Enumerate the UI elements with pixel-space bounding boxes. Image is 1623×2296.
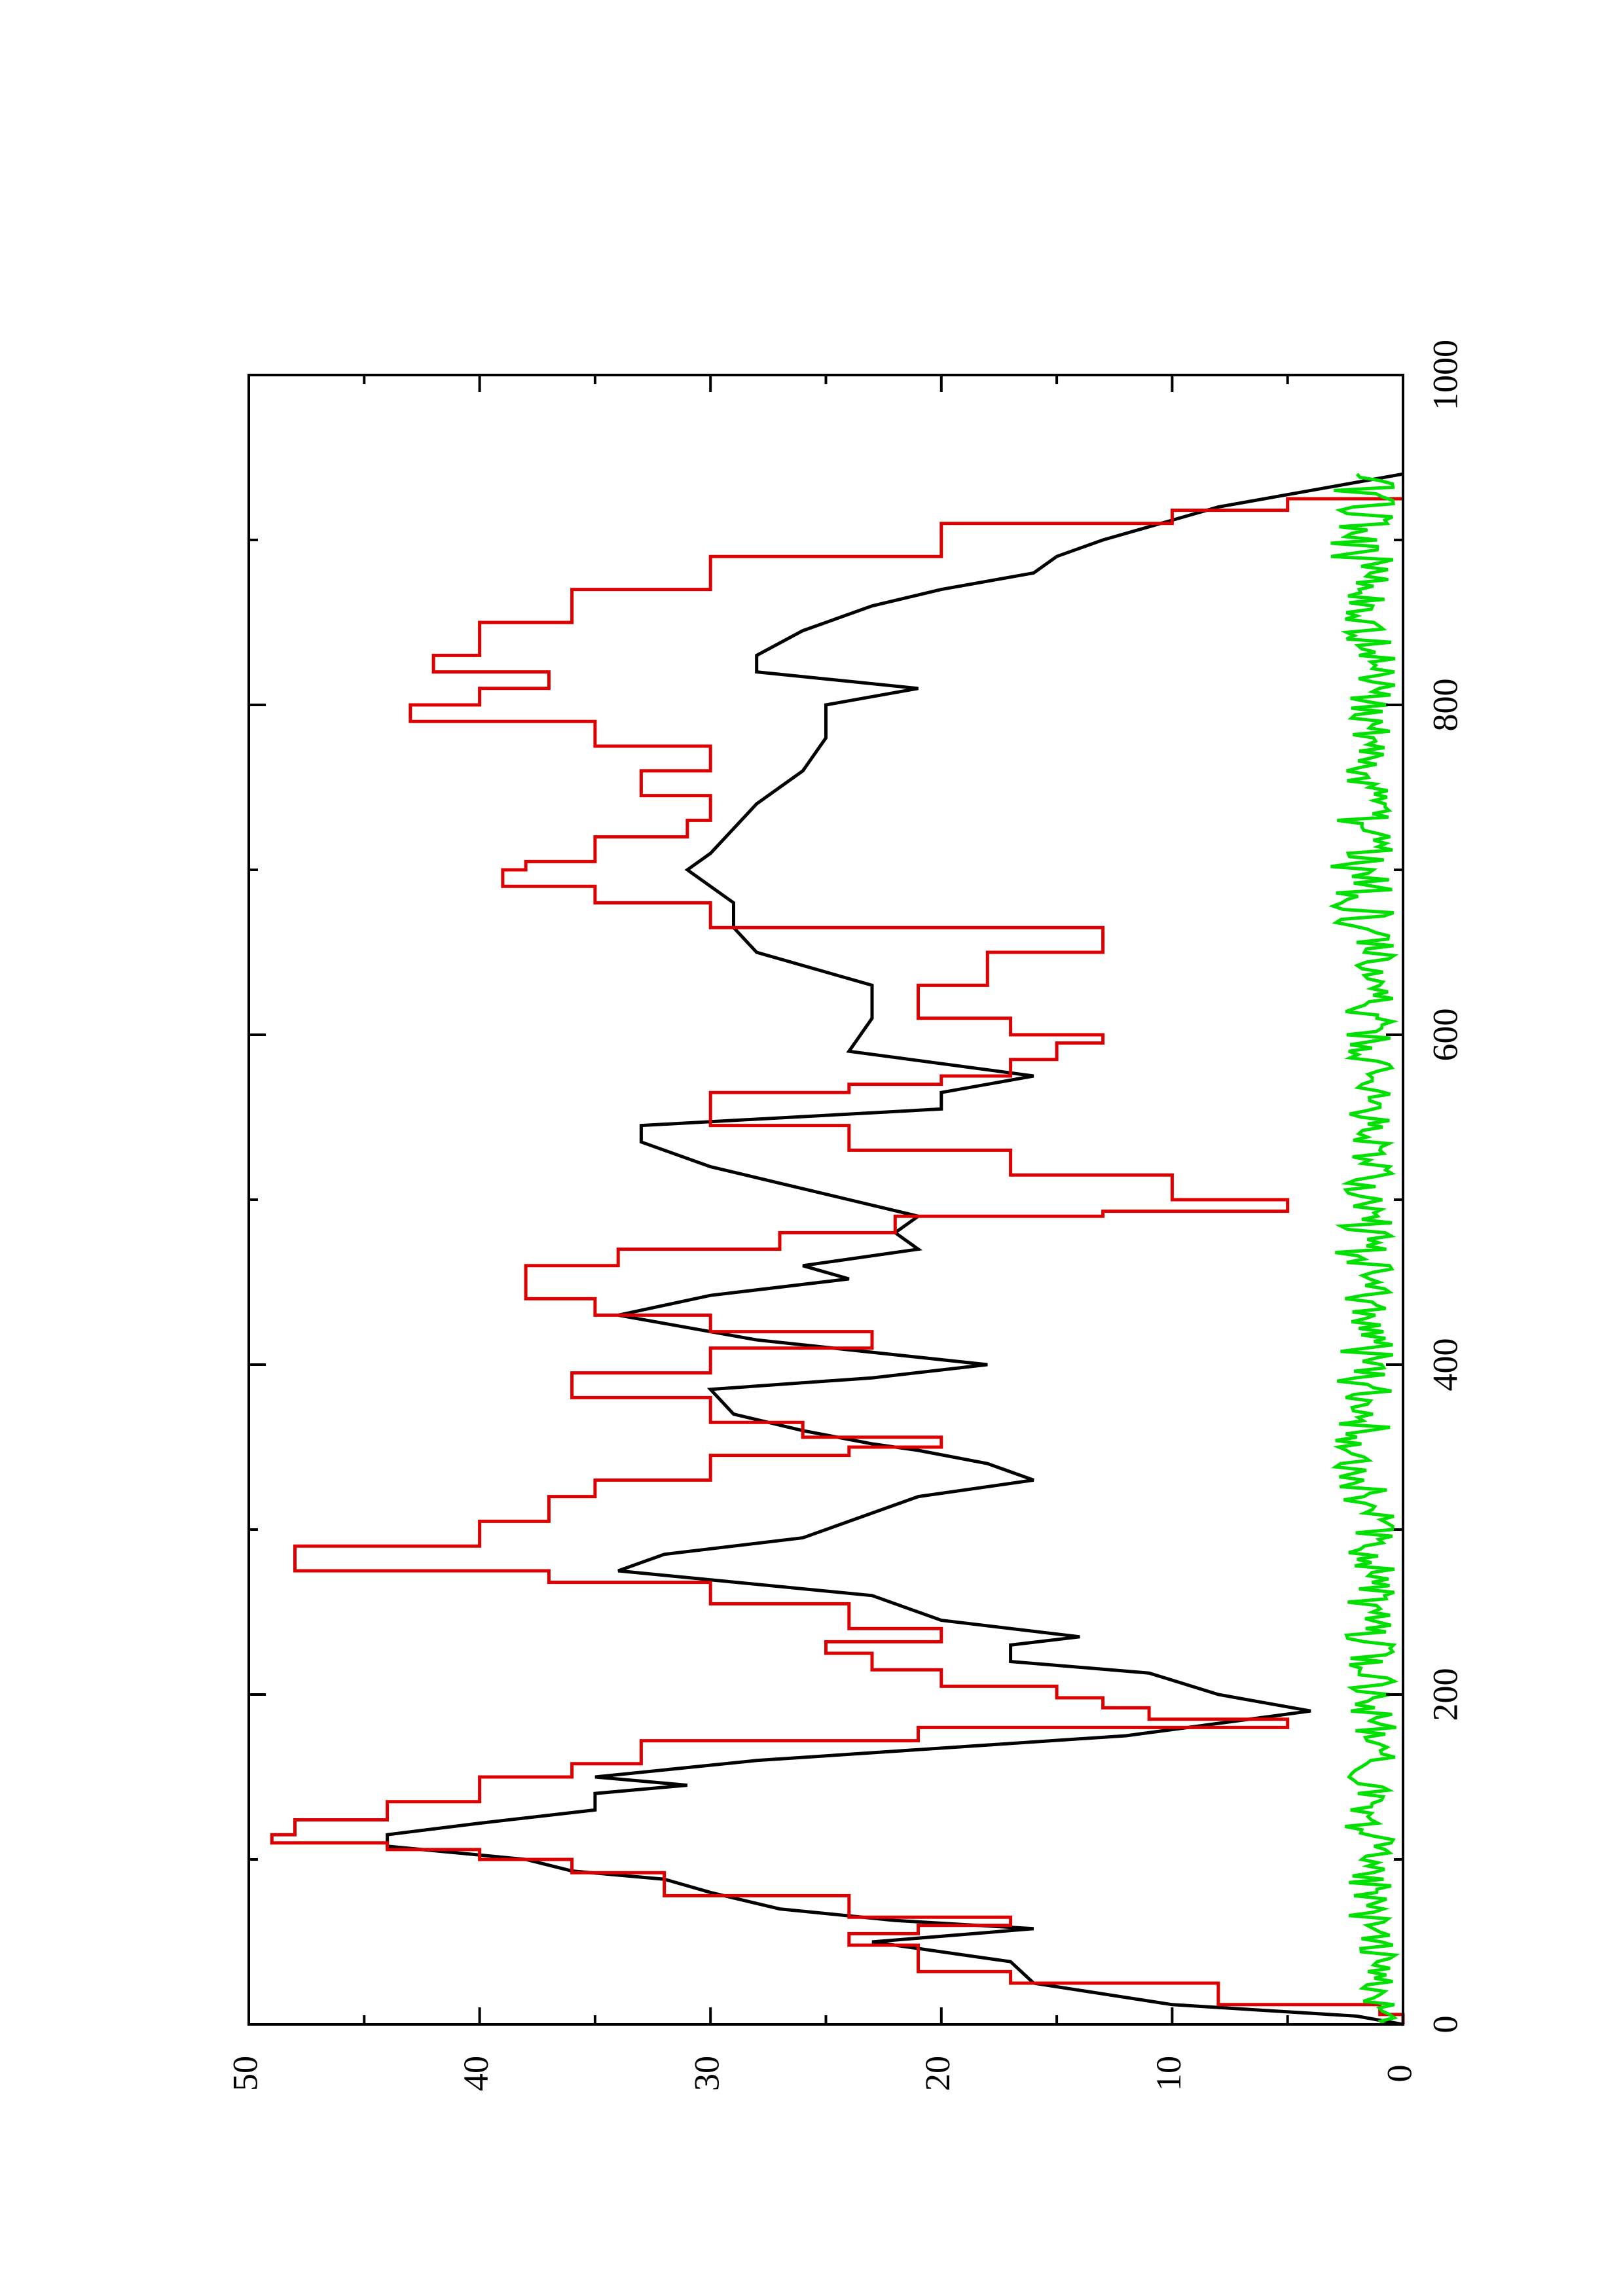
axis-ticks: [247, 374, 1404, 2026]
x-tick-label: 1000: [1425, 340, 1465, 410]
plot-area: [270, 472, 1405, 2026]
y-tick-label: 40: [456, 2056, 496, 2091]
series-line-3: [1328, 473, 1400, 2026]
y-tick-label: 30: [687, 2056, 727, 2091]
series-line-2: [270, 497, 1405, 2024]
x-tick-label: 800: [1425, 679, 1465, 732]
y-tick-label: 10: [1149, 2056, 1188, 2091]
y-tick-label: 20: [918, 2056, 957, 2091]
y-tick-label: 0: [1379, 2065, 1419, 2083]
tick-labels: 0 200 400 600 800 1000 0 10 20 30 40 50: [225, 340, 1465, 2091]
x-tick-label: 400: [1425, 1338, 1465, 1391]
y-tick-label: 50: [225, 2056, 264, 2091]
x-tick-label: 600: [1425, 1009, 1465, 1062]
series-line-1: [386, 472, 1404, 2026]
x-tick-label: 0: [1425, 2016, 1465, 2034]
x-tick-label: 200: [1425, 1668, 1465, 1721]
